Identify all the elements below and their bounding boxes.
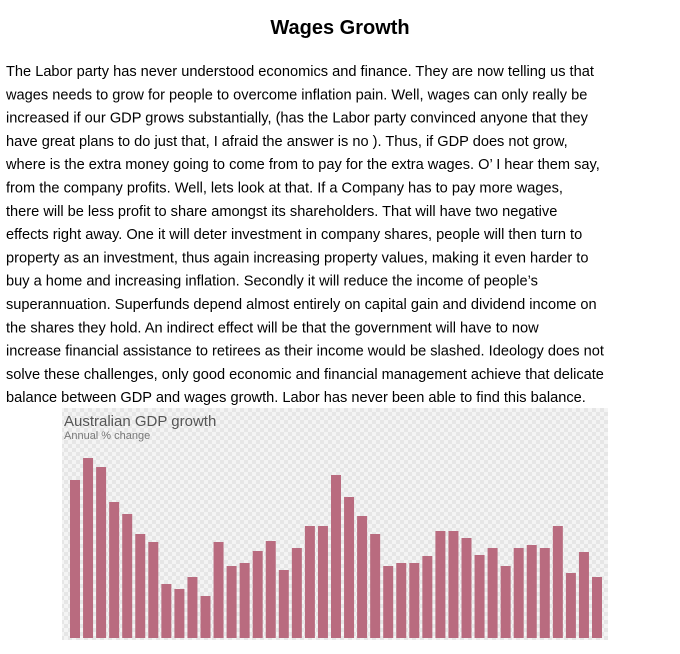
bar [213, 542, 224, 638]
bar [383, 566, 394, 638]
bar [565, 573, 576, 638]
text-line: have great plans to do just that, I afra… [6, 134, 568, 150]
bar [148, 542, 159, 638]
text-line: The Labor party has never understood eco… [6, 64, 594, 80]
bar [200, 596, 211, 638]
bar [239, 563, 250, 638]
bar [161, 584, 172, 638]
bar [513, 548, 524, 638]
bar [396, 563, 407, 638]
bar [317, 526, 328, 638]
bar [409, 563, 420, 638]
bar [187, 577, 198, 638]
bar [592, 577, 602, 638]
text-line: where is the extra money going to come f… [5, 157, 600, 173]
body-text: The Labor party has never understood eco… [5, 64, 604, 406]
bar [422, 556, 433, 638]
bar [226, 566, 237, 638]
text-line: solve these challenges, only good econom… [6, 367, 604, 383]
bar [174, 589, 185, 638]
text-line: balance between GDP and wages growth. La… [6, 390, 586, 406]
bar [539, 548, 550, 638]
bar [135, 534, 146, 638]
bar [83, 458, 94, 638]
bar [344, 497, 355, 638]
bar [265, 541, 276, 638]
bar [96, 467, 107, 638]
text-line: superannuation. Superfunds depend almost… [6, 297, 597, 313]
text-line: the shares they hold. An indirect effect… [6, 320, 539, 336]
bar [304, 526, 315, 638]
text-line: there will be less profit to share among… [6, 204, 557, 220]
text-line: from the company profits. Well, lets loo… [6, 181, 563, 197]
bar [474, 555, 485, 638]
bar [487, 548, 498, 638]
bar [70, 480, 80, 638]
bar [435, 531, 446, 638]
text-line: increase financial assistance to retiree… [6, 344, 604, 360]
doc-title: Wages Growth [270, 17, 409, 39]
text-line: effects right away. One it will deter in… [6, 227, 582, 243]
bar [357, 516, 368, 638]
text-line: wages needs to grow for people to overco… [5, 87, 587, 103]
bar [578, 552, 589, 638]
text-line: property as an investment, thus again in… [6, 250, 588, 266]
bar [370, 534, 381, 638]
text-line: buy a home and increasing inflation. Sec… [6, 274, 538, 290]
bar [122, 514, 133, 638]
text-line: increased if our GDP grows substantially… [6, 111, 589, 127]
bar [500, 566, 511, 638]
bar [252, 551, 263, 638]
bar [331, 475, 341, 638]
bar [461, 538, 472, 638]
chart-title: Australian GDP growth [64, 413, 216, 430]
bars [70, 458, 602, 638]
bar [552, 526, 563, 638]
bar [109, 502, 120, 638]
bar [448, 531, 459, 638]
bar [526, 545, 537, 638]
bar [291, 548, 302, 638]
chart-subtitle: Annual % change [64, 430, 150, 442]
bar [278, 570, 289, 638]
